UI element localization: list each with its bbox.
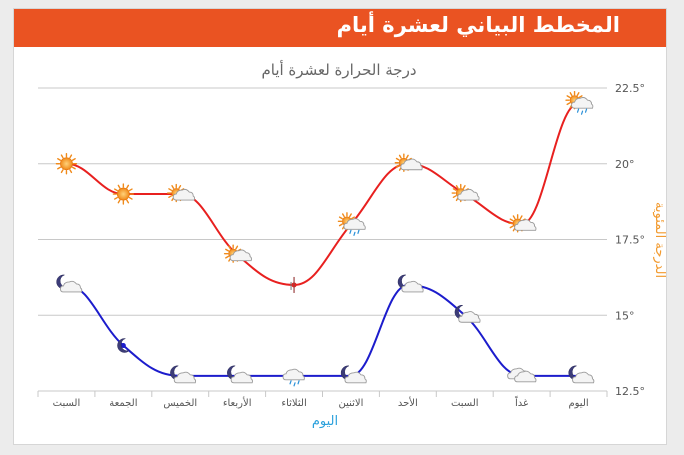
chart-card: المخطط البياني لعشرة أيام <box>13 8 667 445</box>
y-tick-label: 20° <box>615 158 635 171</box>
moon-cloud-icon <box>340 365 367 384</box>
sun-cloud-icon <box>223 244 252 263</box>
sun-icon <box>55 153 78 175</box>
sun-cloud-icon <box>508 214 537 233</box>
y-axis-label: الدرجة المئوية <box>652 202 667 278</box>
x-tick-label: الاثنين <box>338 398 363 409</box>
x-axis-label: اليوم <box>312 414 338 429</box>
chart-title: درجة الحرارة لعشرة أيام <box>261 60 416 79</box>
sun-cloud-icon <box>167 183 196 203</box>
x-tick-label: الخميس <box>163 398 197 409</box>
moon-cloud-icon <box>227 365 253 384</box>
moon-cloud-icon <box>56 274 83 293</box>
data-point <box>120 343 126 349</box>
x-tick-label: الأربعاء <box>223 396 252 409</box>
x-tick-label: السبت <box>53 398 81 409</box>
x-tick-label: الجمعة <box>109 398 137 409</box>
sun-icon <box>112 183 135 205</box>
x-tick-label: الأحد <box>398 396 418 409</box>
sun-rain-icon <box>337 212 366 236</box>
x-tick-label: اليوم <box>568 398 588 409</box>
cloud-rain-icon <box>282 368 305 387</box>
x-tick-label: غداً <box>515 395 528 409</box>
sun-cloud-icon <box>394 153 423 172</box>
moon-cloud-icon <box>397 274 424 293</box>
y-tick-label: 22.5° <box>615 82 645 95</box>
moon-cloud-icon <box>454 304 481 323</box>
moon-icon <box>117 338 130 353</box>
cloud-icon <box>507 367 537 383</box>
y-tick-label: 17.5° <box>615 234 645 247</box>
x-tick-label: الثلاثاء <box>281 398 306 409</box>
sun-cloud-icon <box>451 183 480 203</box>
header-title: المخطط البياني لعشرة أيام <box>336 13 620 37</box>
series-line-1 <box>66 283 579 377</box>
moon-cloud-icon <box>568 365 595 384</box>
series-line-0 <box>66 102 579 286</box>
rain-icon <box>290 276 295 293</box>
header-bar: المخطط البياني لعشرة أيام <box>14 9 666 47</box>
moon-cloud-icon <box>170 365 197 384</box>
y-tick-label: 15° <box>615 309 635 322</box>
y-tick-label: 12.5° <box>615 385 645 398</box>
sun-rain-icon <box>565 90 594 115</box>
x-tick-label: السبت <box>451 398 479 409</box>
